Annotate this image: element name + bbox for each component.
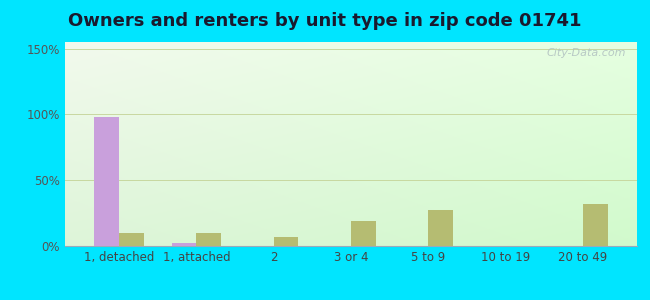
Text: Owners and renters by unit type in zip code 01741: Owners and renters by unit type in zip c… (68, 12, 582, 30)
Text: City-Data.com: City-Data.com (546, 48, 625, 58)
Bar (94, 117, 119, 246)
Bar (583, 204, 608, 246)
Bar (196, 233, 221, 246)
Bar (274, 237, 298, 246)
Bar (428, 211, 453, 246)
Bar (351, 221, 376, 246)
Bar (119, 233, 144, 246)
Bar (172, 243, 196, 246)
